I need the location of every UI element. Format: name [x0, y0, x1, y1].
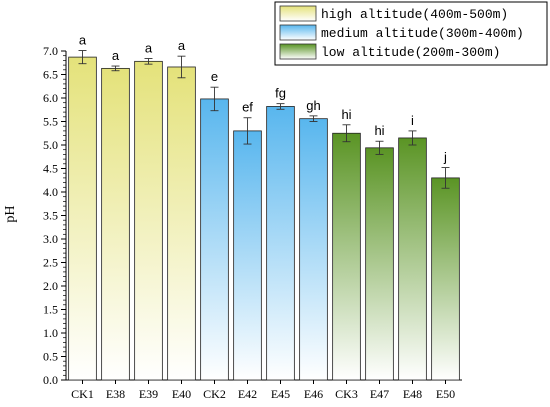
x-tick-label-E50: E50	[436, 387, 455, 401]
x-tick-label-E39: E39	[139, 387, 158, 401]
legend-swatch-high-altitude	[279, 5, 317, 22]
y-tick-label: 1.5	[43, 303, 58, 317]
bar-E50	[431, 177, 460, 381]
significance-label-E38: a	[112, 48, 120, 63]
significance-label-E50: j	[443, 150, 447, 165]
y-tick-label: 5.0	[43, 138, 58, 152]
x-tick-label-E45: E45	[271, 387, 290, 401]
x-tick-label-CK1: CK1	[71, 387, 94, 401]
significance-label-E42: ef	[242, 100, 253, 115]
x-tick-label-CK2: CK2	[203, 387, 226, 401]
y-tick-label: 3.5	[43, 209, 58, 223]
bar-E38	[101, 67, 130, 381]
y-tick-label: 4.5	[43, 162, 58, 176]
significance-label-E48: i	[411, 113, 414, 128]
y-axis-title: pH	[3, 205, 18, 222]
y-tick-label: 7.0	[43, 44, 58, 58]
y-tick-label: 0.0	[43, 373, 58, 387]
significance-label-CK1: a	[79, 33, 87, 48]
significance-label-CK2: e	[211, 69, 218, 84]
legend: high altitude(400m-500m) medium altitude…	[274, 1, 548, 66]
x-tick-label-E48: E48	[403, 387, 422, 401]
y-tick-label: 0.5	[43, 350, 58, 364]
plot-area: 0.0 0.5 1.0 1.5 2.0 2.5 3.0 3.5 4.0 4.5 5.0 5.5 6.0 6…	[43, 33, 462, 401]
significance-label-E39: a	[145, 41, 153, 56]
bar-CK2	[200, 98, 229, 381]
significance-label-E47: hi	[374, 123, 384, 138]
bar-E45	[266, 106, 295, 381]
x-tick-label-E47: E47	[370, 387, 389, 401]
legend-label-low-altitude: low altitude(200m-300m)	[321, 45, 500, 60]
y-tick-label: 6.5	[43, 68, 58, 82]
bar-E48	[398, 137, 427, 381]
significance-label-E45: fg	[275, 86, 286, 101]
bar-E46	[299, 118, 328, 381]
bar-CK1	[68, 56, 97, 381]
legend-frame	[274, 1, 548, 66]
legend-swatch-medium-altitude	[279, 24, 317, 41]
legend-swatch-low-altitude	[279, 43, 317, 60]
bar-E47	[365, 147, 394, 381]
bar-CK3	[332, 132, 361, 381]
significance-label-E40: a	[178, 38, 186, 53]
y-tick-label: 4.0	[43, 185, 58, 199]
bar-E42	[233, 130, 262, 381]
x-tick-label-E42: E42	[238, 387, 257, 401]
x-tick-label-E46: E46	[304, 387, 323, 401]
bar-E39	[134, 60, 163, 381]
legend-label-high-altitude: high altitude(400m-500m)	[321, 7, 508, 22]
significance-label-E46: gh	[306, 98, 320, 113]
x-tick-label-E38: E38	[106, 387, 125, 401]
y-tick-label: 6.0	[43, 91, 58, 105]
y-tick-label: 2.0	[43, 279, 58, 293]
legend-label-medium-altitude: medium altitude(300m-400m)	[321, 26, 524, 41]
x-tick-label-E40: E40	[172, 387, 191, 401]
y-tick-label: 5.5	[43, 115, 58, 129]
x-tick-label-CK3: CK3	[335, 387, 358, 401]
significance-label-CK3: hi	[341, 107, 351, 122]
y-tick-label: 3.0	[43, 232, 58, 246]
bar-E40	[167, 66, 196, 381]
y-tick-label: 1.0	[43, 326, 58, 340]
y-tick-label: 2.5	[43, 256, 58, 270]
